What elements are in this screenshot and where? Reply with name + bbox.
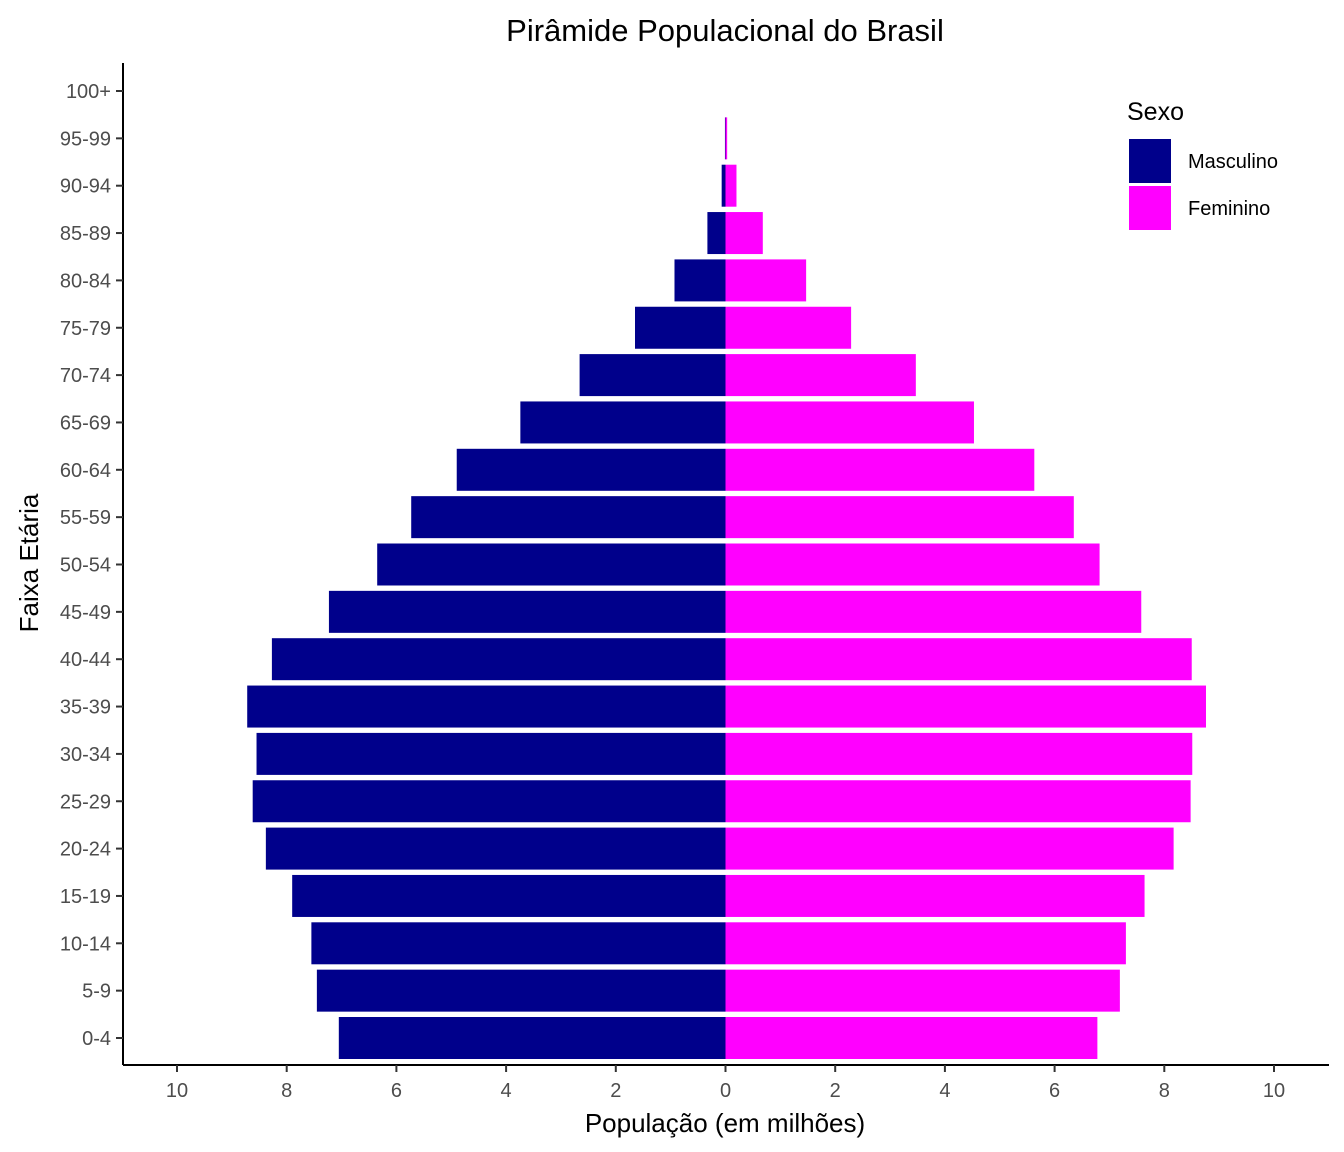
y-tick-label: 20-24 <box>60 839 111 861</box>
legend-label-feminino: Feminino <box>1188 198 1270 220</box>
bars-layer <box>247 117 1206 1059</box>
bar-masculino-0-4 <box>338 1017 726 1059</box>
y-axis-title: Faixa Etária <box>14 493 44 632</box>
x-tick-label: 0 <box>720 1080 731 1102</box>
bar-masculino-45-49 <box>328 590 726 633</box>
y-tick-label: 70-74 <box>60 365 111 387</box>
x-axis-title: População (em milhões) <box>585 1108 865 1138</box>
y-tick-label: 40-44 <box>60 649 111 671</box>
bar-masculino-65-69 <box>520 401 726 444</box>
legend-label-masculino: Masculino <box>1188 151 1278 173</box>
bar-feminino-5-9 <box>725 969 1120 1012</box>
x-tick-label: 10 <box>1263 1080 1285 1102</box>
x-tick-label: 2 <box>830 1080 841 1102</box>
bar-feminino-25-29 <box>725 780 1191 823</box>
bar-masculino-30-34 <box>256 732 726 775</box>
bar-feminino-0-4 <box>725 1017 1098 1059</box>
bar-masculino-80-84 <box>674 259 726 302</box>
y-tick-label: 35-39 <box>60 697 111 719</box>
legend-key-masculino <box>1129 139 1171 183</box>
y-tick-label: 30-34 <box>60 744 111 766</box>
bar-masculino-55-59 <box>411 496 726 539</box>
bar-feminino-30-34 <box>725 732 1193 775</box>
y-tick-label: 100+ <box>66 81 111 103</box>
x-tick-label: 8 <box>281 1080 292 1102</box>
bar-feminino-70-74 <box>725 354 916 397</box>
legend: Sexo Masculino Feminino <box>1127 98 1278 230</box>
bar-masculino-50-54 <box>377 543 726 586</box>
y-tick-label: 90-94 <box>60 176 111 198</box>
bar-feminino-45-49 <box>725 590 1142 633</box>
bar-feminino-90-94 <box>725 164 737 207</box>
y-tick-label: 15-19 <box>60 886 111 908</box>
bar-masculino-25-29 <box>252 780 726 823</box>
bar-masculino-10-14 <box>311 922 726 965</box>
y-tick-label: 95-99 <box>60 128 111 150</box>
y-tick-label: 0-4 <box>82 1028 111 1050</box>
bar-masculino-20-24 <box>265 827 726 870</box>
bar-feminino-35-39 <box>725 685 1206 728</box>
legend-title: Sexo <box>1127 98 1184 126</box>
bar-feminino-85-89 <box>725 212 763 255</box>
legend-items: Masculino Feminino <box>1129 139 1278 230</box>
y-tick-label: 45-49 <box>60 602 111 624</box>
bar-feminino-80-84 <box>725 259 807 302</box>
bar-masculino-15-19 <box>292 874 726 917</box>
y-tick-label: 10-14 <box>60 933 111 955</box>
x-tick-label: 8 <box>1159 1080 1170 1102</box>
bar-masculino-70-74 <box>579 354 726 397</box>
x-tick-label: 4 <box>501 1080 512 1102</box>
bar-feminino-75-79 <box>725 306 852 349</box>
bar-feminino-65-69 <box>725 401 974 444</box>
bar-feminino-20-24 <box>725 827 1174 870</box>
x-tick-label: 10 <box>166 1080 188 1102</box>
chart-title: Pirâmide Populacional do Brasil <box>506 13 944 48</box>
y-tick-label: 25-29 <box>60 791 111 813</box>
x-axis-ticks: 10 8 6 4 2 0 2 4 6 8 10 <box>166 1065 1285 1102</box>
bar-masculino-5-9 <box>316 969 726 1012</box>
y-axis-ticks: 0-4 5-9 10-14 15-19 20-24 25-29 30-34 35-39 40-4… <box>60 81 123 1050</box>
bar-masculino-90-94 <box>721 164 726 207</box>
y-tick-label: 80-84 <box>60 270 111 292</box>
bar-feminino-40-44 <box>725 638 1192 681</box>
bar-masculino-60-64 <box>456 448 726 491</box>
bar-masculino-40-44 <box>271 638 726 681</box>
x-tick-label: 6 <box>1049 1080 1060 1102</box>
x-tick-label: 4 <box>939 1080 950 1102</box>
x-tick-label: 2 <box>610 1080 621 1102</box>
bar-masculino-95-99 <box>724 117 726 160</box>
y-tick-label: 55-59 <box>60 507 111 529</box>
bar-feminino-10-14 <box>725 922 1126 965</box>
y-tick-label: 75-79 <box>60 318 111 340</box>
y-tick-label: 5-9 <box>82 981 111 1003</box>
x-tick-label: 6 <box>391 1080 402 1102</box>
bar-masculino-75-79 <box>635 306 726 349</box>
bar-feminino-60-64 <box>725 448 1035 491</box>
y-tick-label: 65-69 <box>60 412 111 434</box>
bar-masculino-85-89 <box>707 212 726 255</box>
bar-feminino-95-99 <box>725 117 728 160</box>
bar-feminino-50-54 <box>725 543 1100 586</box>
bar-feminino-15-19 <box>725 874 1145 917</box>
bar-masculino-35-39 <box>247 685 726 728</box>
y-tick-label: 50-54 <box>60 555 111 577</box>
y-tick-label: 85-89 <box>60 223 111 245</box>
y-tick-label: 60-64 <box>60 460 111 482</box>
legend-key-feminino <box>1129 186 1171 230</box>
bar-feminino-55-59 <box>725 496 1074 539</box>
